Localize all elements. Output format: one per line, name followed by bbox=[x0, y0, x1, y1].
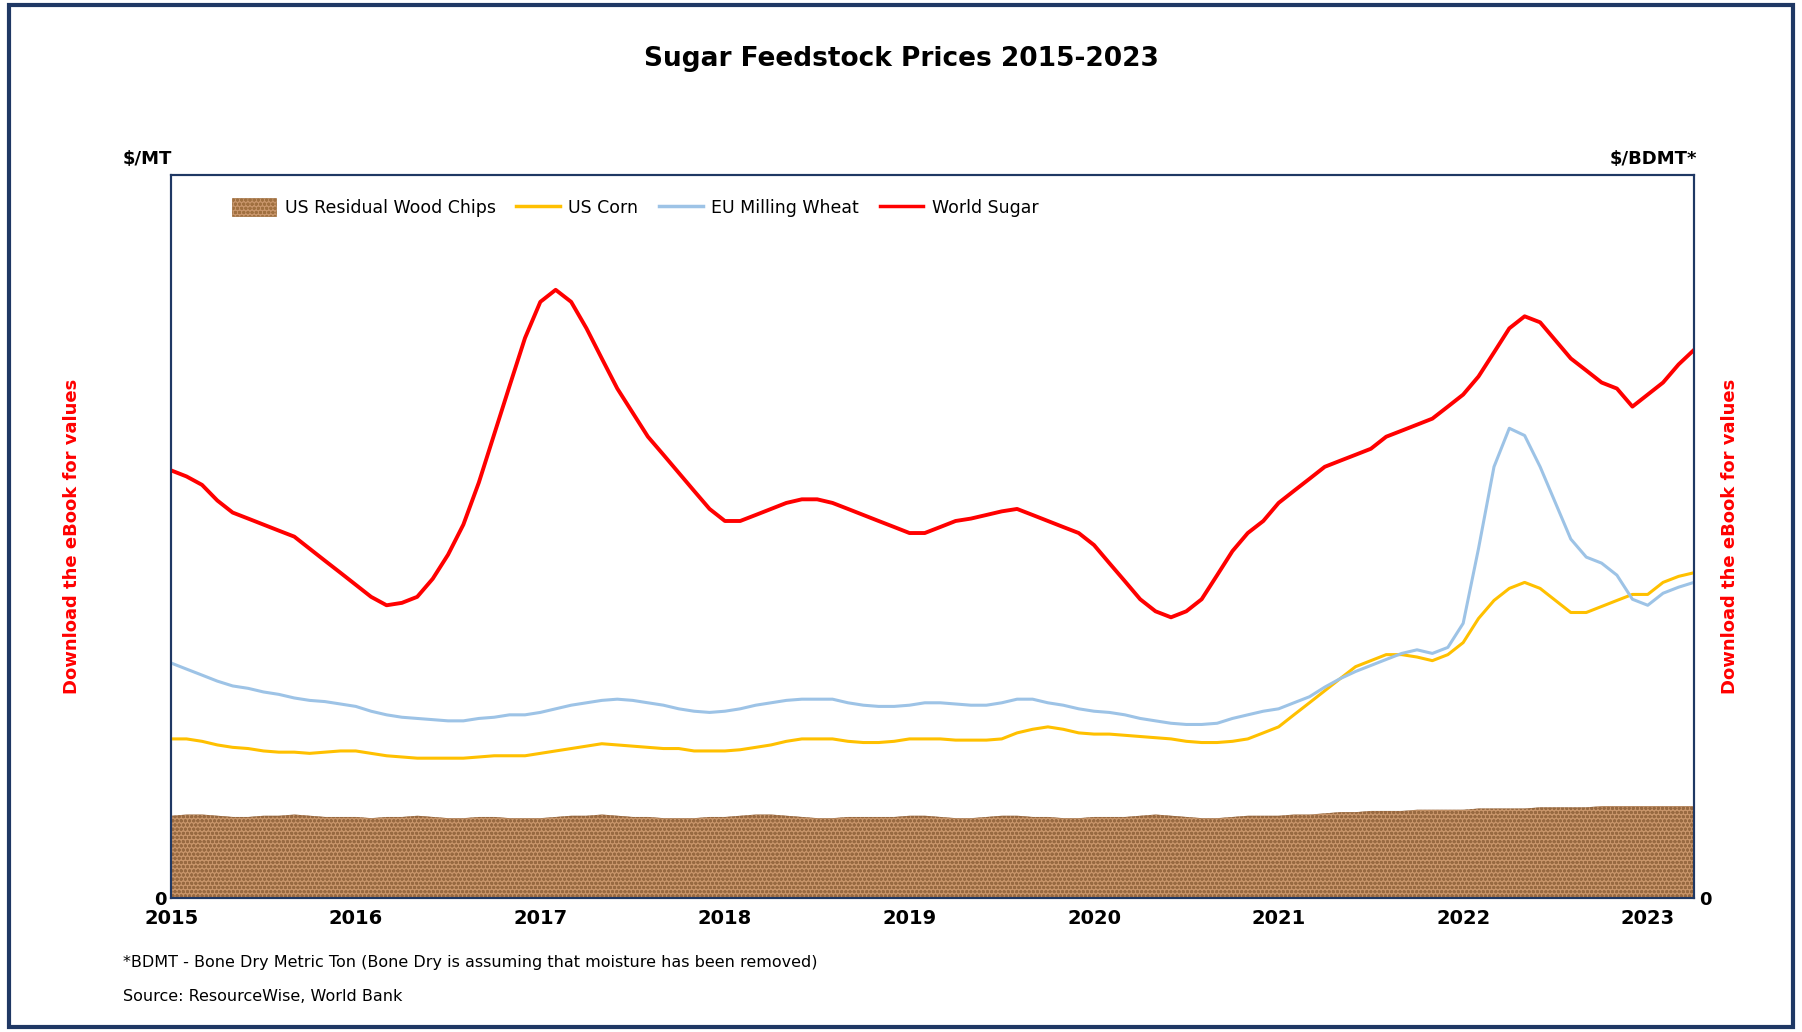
Legend: US Residual Wood Chips, US Corn, EU Milling Wheat, World Sugar: US Residual Wood Chips, US Corn, EU Mill… bbox=[225, 191, 1045, 224]
Text: Sugar Feedstock Prices 2015-2023: Sugar Feedstock Prices 2015-2023 bbox=[643, 46, 1159, 72]
Text: *BDMT - Bone Dry Metric Ton (Bone Dry is assuming that moisture has been removed: *BDMT - Bone Dry Metric Ton (Bone Dry is… bbox=[123, 955, 816, 970]
Text: $/MT: $/MT bbox=[123, 150, 171, 167]
Text: $/BDMT*: $/BDMT* bbox=[1609, 150, 1697, 167]
Text: Download the eBook for values: Download the eBook for values bbox=[63, 379, 81, 695]
Text: Source: ResourceWise, World Bank: Source: ResourceWise, World Bank bbox=[123, 989, 402, 1004]
Text: Download the eBook for values: Download the eBook for values bbox=[1721, 379, 1739, 695]
